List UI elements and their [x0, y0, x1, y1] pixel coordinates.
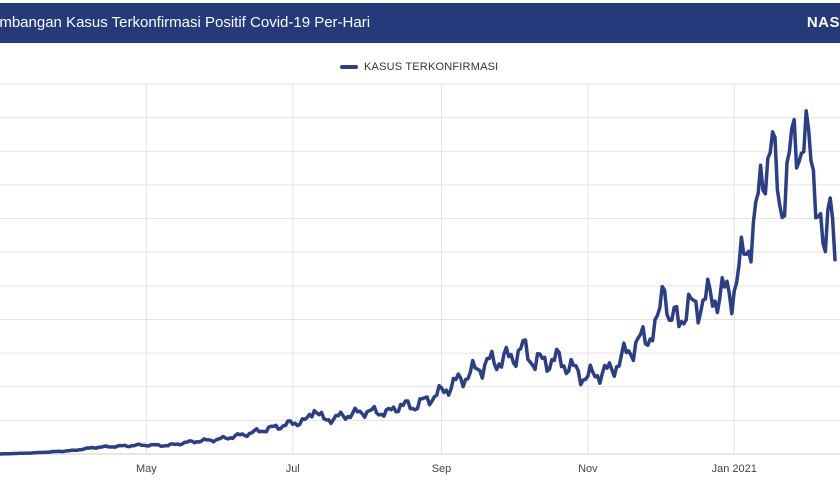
legend-swatch	[340, 65, 358, 69]
x-tick-label: Jul	[286, 463, 300, 475]
chart-header-bar: embangan Kasus Terkonfirmasi Positif Cov…	[0, 3, 840, 43]
x-tick-label: Sep	[432, 463, 452, 475]
series-line-kasus	[0, 109, 837, 456]
legend-label: KASUS TERKONFIRMASI	[364, 61, 499, 73]
chart-legend[interactable]: KASUS TERKONFIRMASI	[340, 61, 498, 73]
chart-title: embangan Kasus Terkonfirmasi Positif Cov…	[0, 14, 371, 31]
x-tick-label: Jan 2021	[712, 463, 757, 475]
region-label: NAS	[806, 14, 840, 31]
x-tick-label: May	[136, 463, 157, 475]
x-tick-label: Nov	[578, 463, 598, 475]
